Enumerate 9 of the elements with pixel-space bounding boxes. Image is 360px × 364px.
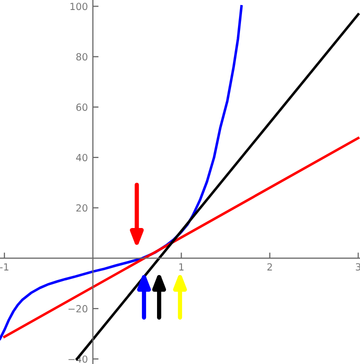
- x-tick-label: -1: [0, 263, 8, 270]
- x-tick-label: 1: [179, 263, 184, 270]
- y-tick-label: 40: [76, 154, 88, 162]
- y-tick-label: −20: [68, 305, 88, 312]
- y-tick-label: 100: [70, 2, 88, 10]
- x-tick-label: 2: [267, 263, 272, 270]
- y-tick-label: 80: [76, 53, 88, 61]
- y-tick-label: 60: [76, 104, 88, 111]
- y-tick-label: 20: [76, 204, 88, 212]
